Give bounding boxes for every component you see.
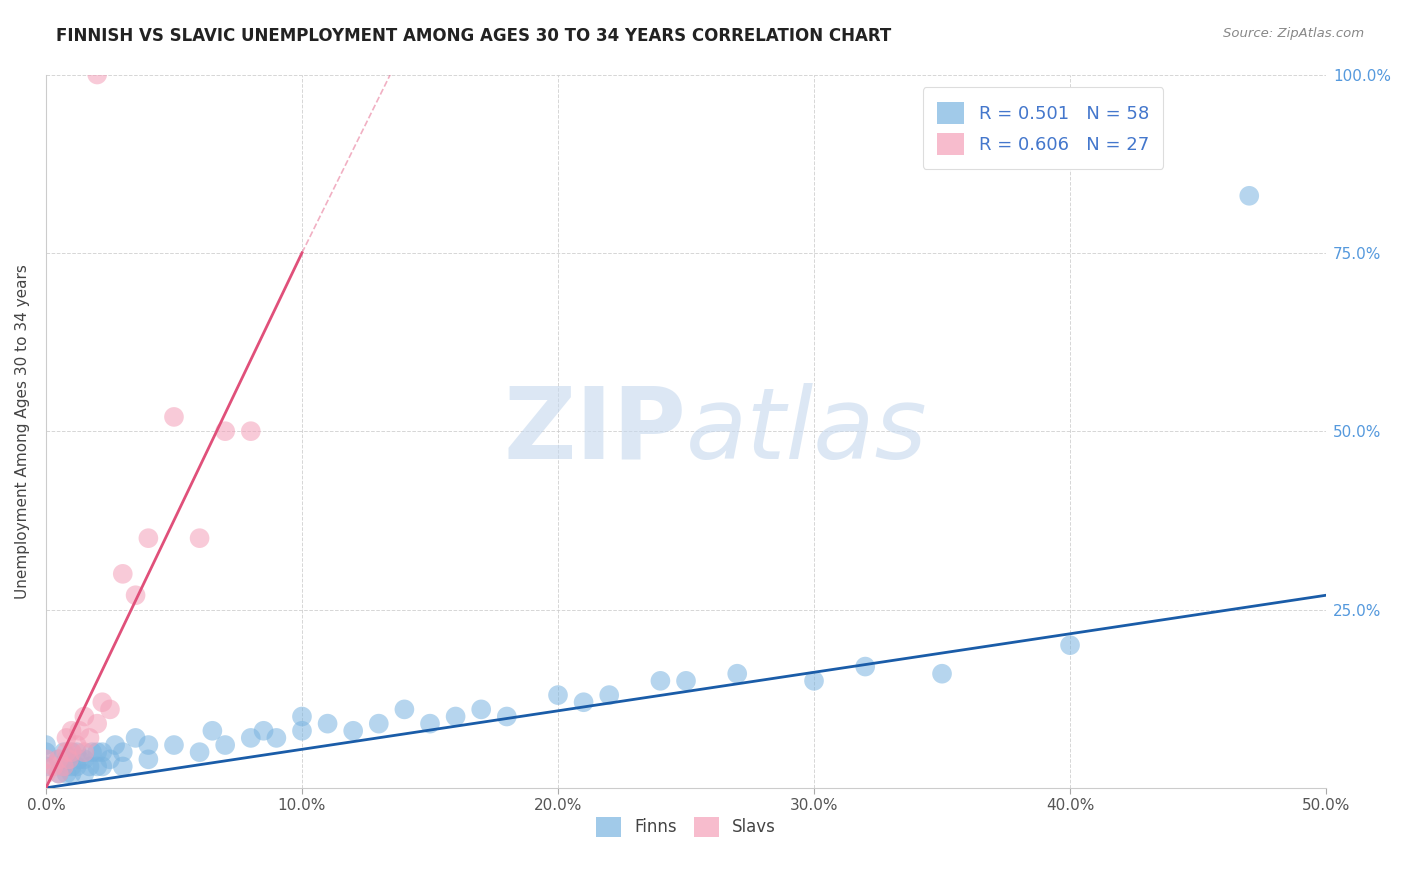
Point <box>60 745 83 759</box>
Point <box>66 738 89 752</box>
Point <box>55 766 77 780</box>
Point <box>98 702 121 716</box>
Point <box>48 766 70 780</box>
Point <box>52 745 75 759</box>
Point <box>67 723 90 738</box>
Point <box>111 759 134 773</box>
Point <box>60 766 83 780</box>
Point <box>73 752 96 766</box>
Point <box>266 731 288 745</box>
Point <box>73 766 96 780</box>
Point <box>79 759 101 773</box>
Point <box>91 695 114 709</box>
Point <box>111 566 134 581</box>
Point <box>725 666 748 681</box>
Point <box>35 738 58 752</box>
Point <box>316 716 339 731</box>
Point <box>52 759 75 773</box>
Point <box>111 745 134 759</box>
Point <box>73 745 96 759</box>
Text: ZIP: ZIP <box>503 383 686 480</box>
Point <box>163 409 186 424</box>
Point <box>91 759 114 773</box>
Point <box>86 68 108 82</box>
Point <box>60 759 83 773</box>
Text: Source: ZipAtlas.com: Source: ZipAtlas.com <box>1223 27 1364 40</box>
Text: atlas: atlas <box>686 383 928 480</box>
Point <box>138 752 160 766</box>
Point <box>80 745 103 759</box>
Text: FINNISH VS SLAVIC UNEMPLOYMENT AMONG AGES 30 TO 34 YEARS CORRELATION CHART: FINNISH VS SLAVIC UNEMPLOYMENT AMONG AGE… <box>56 27 891 45</box>
Point <box>163 738 186 752</box>
Point <box>547 688 569 702</box>
Point <box>419 716 441 731</box>
Point <box>214 738 236 752</box>
Point <box>58 752 80 766</box>
Point <box>367 716 389 731</box>
Point <box>52 759 75 773</box>
Point <box>342 723 364 738</box>
Point <box>98 752 121 766</box>
Point <box>931 666 953 681</box>
Point <box>60 745 83 759</box>
Point <box>35 745 58 759</box>
Point <box>66 745 89 759</box>
Point <box>79 731 101 745</box>
Point <box>104 738 127 752</box>
Point <box>214 424 236 438</box>
Legend: Finns, Slavs: Finns, Slavs <box>589 810 783 844</box>
Point <box>572 695 595 709</box>
Point <box>239 731 262 745</box>
Point <box>138 738 160 752</box>
Point <box>35 759 58 773</box>
Point <box>470 702 492 716</box>
Point <box>291 723 314 738</box>
Point <box>853 659 876 673</box>
Point <box>444 709 467 723</box>
Point <box>86 716 108 731</box>
Point <box>188 745 211 759</box>
Point <box>86 759 108 773</box>
Point <box>55 752 77 766</box>
Point <box>495 709 517 723</box>
Point <box>291 709 314 723</box>
Point <box>42 759 65 773</box>
Point <box>48 752 70 766</box>
Point <box>675 673 697 688</box>
Point <box>91 745 114 759</box>
Point <box>73 709 96 723</box>
Point <box>55 731 77 745</box>
Point <box>201 723 224 738</box>
Point <box>1059 638 1081 652</box>
Point <box>35 752 58 766</box>
Point <box>66 759 89 773</box>
Point <box>124 731 146 745</box>
Point <box>60 723 83 738</box>
Point <box>239 424 262 438</box>
Point <box>124 588 146 602</box>
Point <box>188 531 211 545</box>
Point <box>86 745 108 759</box>
Point <box>35 766 58 780</box>
Point <box>394 702 416 716</box>
Point <box>138 531 160 545</box>
Y-axis label: Unemployment Among Ages 30 to 34 years: Unemployment Among Ages 30 to 34 years <box>15 264 30 599</box>
Point <box>803 673 825 688</box>
Point <box>48 766 70 780</box>
Point <box>55 745 77 759</box>
Point <box>1239 188 1261 202</box>
Point <box>650 673 672 688</box>
Point <box>252 723 274 738</box>
Point <box>67 752 90 766</box>
Point <box>598 688 620 702</box>
Point <box>48 752 70 766</box>
